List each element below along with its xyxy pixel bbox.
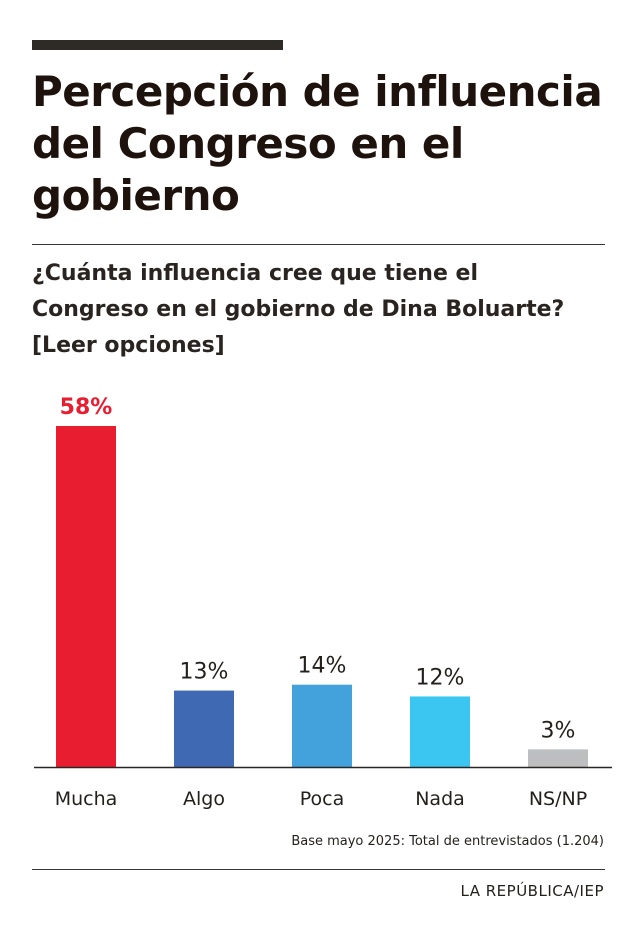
survey-question: ¿Cuánta influencia cree que tiene el Con… [32, 256, 612, 364]
category-label: NS/NP [529, 788, 587, 810]
sample-note: Base mayo 2025: Total de entrevistados (… [291, 834, 604, 849]
category-label: Nada [415, 788, 465, 810]
bar-poca [292, 684, 352, 767]
divider-top [32, 244, 605, 245]
bar-nsnp [528, 749, 588, 767]
category-label: Algo [183, 788, 225, 810]
question-line-1: ¿Cuánta influencia cree que tiene el [32, 261, 479, 286]
title-line-1: Percepción de influencia [32, 67, 603, 116]
category-label: Mucha [55, 788, 118, 810]
title-line-3: gobierno [32, 171, 240, 220]
question-line-3: [Leer opciones] [32, 333, 225, 358]
question-line-2: Congreso en el gobierno de Dina Boluarte… [32, 297, 565, 322]
bar-value-label: 12% [416, 665, 465, 690]
chart-title: Percepción de influencia del Congreso en… [32, 66, 612, 222]
bar-value-label: 13% [180, 660, 229, 685]
bar-chart: 58% Mucha 13% Algo 14% Poca 12% Nada 3% NS/NP [34, 395, 612, 810]
bar-mucha [56, 426, 116, 767]
category-label: Poca [300, 788, 345, 810]
title-line-2: del Congreso en el [32, 119, 464, 168]
bar-value-label: 3% [541, 718, 576, 743]
bar-value-label: 14% [298, 654, 347, 679]
bar-value-label: 58% [60, 395, 113, 420]
decorative-top-bar [32, 40, 283, 50]
bar-algo [174, 690, 234, 767]
divider-bottom [32, 869, 605, 870]
source-credit: LA REPÚBLICA/IEP [460, 882, 604, 900]
bar-nada [410, 696, 470, 767]
